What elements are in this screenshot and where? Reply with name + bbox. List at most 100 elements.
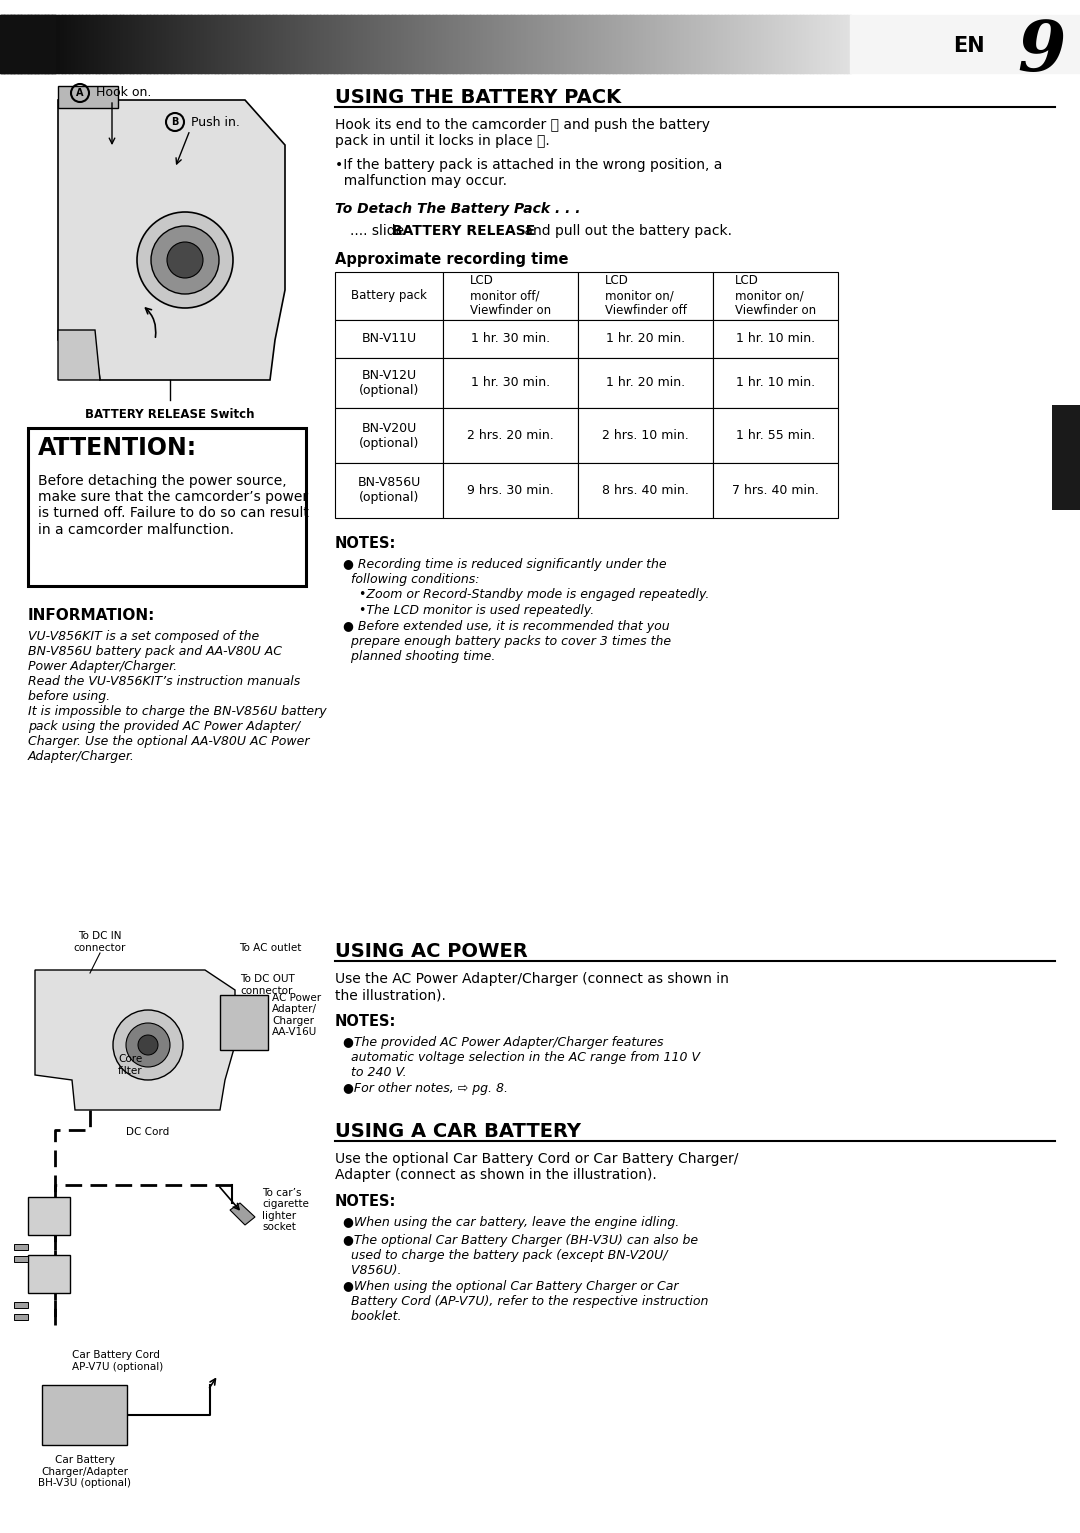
Bar xyxy=(244,15,246,74)
Bar xyxy=(705,15,707,74)
Bar xyxy=(765,15,767,74)
Bar xyxy=(785,15,787,74)
Bar xyxy=(273,15,275,74)
Bar xyxy=(626,15,629,74)
Bar xyxy=(653,15,656,74)
Bar xyxy=(406,15,409,74)
Bar xyxy=(0,15,55,74)
Bar xyxy=(650,15,652,74)
Bar xyxy=(827,15,829,74)
Bar xyxy=(578,320,713,359)
Bar xyxy=(164,15,166,74)
Text: To DC OUT
connector: To DC OUT connector xyxy=(240,973,295,996)
Bar xyxy=(642,15,644,74)
Bar xyxy=(559,15,562,74)
Bar xyxy=(717,15,719,74)
Bar xyxy=(0,15,2,74)
Text: 8 hrs. 40 min.: 8 hrs. 40 min. xyxy=(602,484,689,497)
Bar xyxy=(106,15,108,74)
Bar xyxy=(147,15,149,74)
Bar xyxy=(170,15,172,74)
Bar xyxy=(410,15,413,74)
Bar xyxy=(342,15,345,74)
Bar xyxy=(527,15,529,74)
Bar xyxy=(651,15,653,74)
Bar xyxy=(741,15,743,74)
Bar xyxy=(44,15,46,74)
Bar xyxy=(673,15,675,74)
Bar xyxy=(339,15,341,74)
Bar xyxy=(333,15,335,74)
Bar xyxy=(18,15,21,74)
Bar xyxy=(73,15,76,74)
Bar xyxy=(639,15,642,74)
Bar xyxy=(79,15,82,74)
Bar xyxy=(812,15,814,74)
Text: Hook its end to the camcorder Ⓐ and push the battery
pack in until it locks in p: Hook its end to the camcorder Ⓐ and push… xyxy=(335,118,710,149)
Bar xyxy=(181,15,184,74)
Text: USING AC POWER: USING AC POWER xyxy=(335,941,528,961)
Bar xyxy=(599,15,602,74)
Bar xyxy=(750,15,752,74)
Bar xyxy=(806,15,808,74)
Bar xyxy=(540,15,542,74)
Bar xyxy=(835,15,837,74)
Bar xyxy=(386,15,388,74)
Bar xyxy=(409,15,411,74)
Bar xyxy=(271,15,273,74)
Bar xyxy=(294,15,296,74)
Bar xyxy=(218,15,220,74)
Bar xyxy=(13,15,15,74)
Bar xyxy=(762,15,765,74)
Text: INFORMATION:: INFORMATION: xyxy=(28,609,156,622)
Bar xyxy=(658,15,660,74)
Bar xyxy=(259,15,261,74)
Bar xyxy=(176,15,178,74)
Bar xyxy=(54,15,56,74)
Bar xyxy=(674,15,676,74)
Bar xyxy=(113,15,116,74)
Bar xyxy=(163,15,165,74)
Bar xyxy=(637,15,639,74)
Bar xyxy=(14,1314,28,1320)
Bar xyxy=(612,15,615,74)
Bar xyxy=(282,15,284,74)
Bar xyxy=(55,15,57,74)
Bar xyxy=(583,15,585,74)
Bar xyxy=(119,15,121,74)
Bar xyxy=(522,15,524,74)
Bar xyxy=(427,15,429,74)
Bar xyxy=(608,15,610,74)
Bar xyxy=(372,15,374,74)
Bar xyxy=(364,15,366,74)
Bar xyxy=(541,15,543,74)
Bar xyxy=(822,15,824,74)
Bar xyxy=(309,15,311,74)
Bar xyxy=(824,15,826,74)
Bar xyxy=(787,15,789,74)
Bar xyxy=(443,359,578,408)
Bar xyxy=(248,15,251,74)
Bar xyxy=(126,15,129,74)
Bar xyxy=(837,15,839,74)
Bar xyxy=(503,15,505,74)
Bar xyxy=(794,15,796,74)
Bar xyxy=(798,15,800,74)
Bar xyxy=(667,15,670,74)
Bar xyxy=(544,15,546,74)
Bar xyxy=(590,15,592,74)
Bar xyxy=(732,15,734,74)
Bar xyxy=(127,15,130,74)
Bar xyxy=(40,15,42,74)
Bar xyxy=(368,15,370,74)
Bar xyxy=(143,15,146,74)
Bar xyxy=(553,15,555,74)
Bar xyxy=(192,15,194,74)
Bar xyxy=(350,15,352,74)
Text: 1 hr. 10 min.: 1 hr. 10 min. xyxy=(735,333,815,345)
Bar xyxy=(759,15,761,74)
Bar xyxy=(472,15,474,74)
Bar xyxy=(764,15,766,74)
Bar xyxy=(71,15,73,74)
Bar xyxy=(700,15,702,74)
